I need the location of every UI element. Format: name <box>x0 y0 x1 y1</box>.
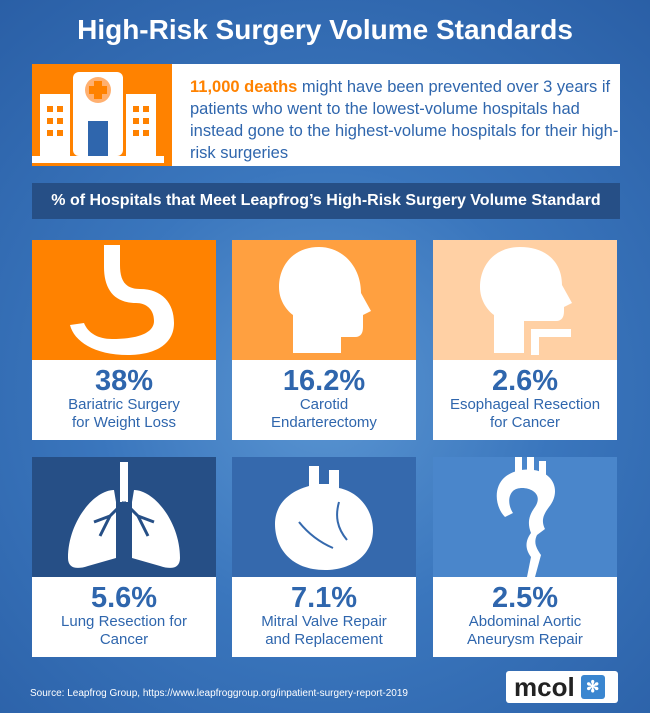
procedure-label-line1: Lung Resection for <box>61 613 187 630</box>
aorta-icon <box>433 457 617 577</box>
percentage: 2.6% <box>491 365 559 397</box>
procedure-label-line2: for Cancer <box>489 414 561 431</box>
procedure-label-line1: Bariatric Surgery <box>68 396 180 413</box>
procedure-card: 2.6% Esophageal Resection for Cancer <box>433 240 617 440</box>
source-text: Source: Leapfrog Group, https://www.leap… <box>30 688 408 699</box>
stomach-icon <box>32 240 216 360</box>
hero-highlight: 11,000 deaths <box>190 78 298 96</box>
procedure-label-line2: Cancer <box>99 631 149 648</box>
head-icon <box>232 240 416 360</box>
logo-text: mcol <box>514 671 575 702</box>
hospital-icon <box>32 64 172 166</box>
procedure-label-line2: Endarterectomy <box>271 414 377 431</box>
procedure-label-line1: Esophageal Resection <box>449 396 601 413</box>
mcol-logo[interactable]: mcol ✻ <box>506 671 618 703</box>
percentage: 38% <box>94 365 154 397</box>
hero-text: 11,000 deaths might have been prevented … <box>172 64 620 166</box>
procedure-label-line2: and Replacement <box>265 631 383 648</box>
procedure-card: 2.5% Abdominal Aortic Aneurysm Repair <box>433 457 617 657</box>
logo-mark-icon: ✻ <box>580 675 605 699</box>
procedure-label-line2: for Weight Loss <box>72 414 176 431</box>
hero-panel: 11,000 deaths might have been prevented … <box>32 64 620 166</box>
procedure-card: 16.2% Carotid Endarterectomy <box>232 240 416 440</box>
procedure-label-line2: Aneurysm Repair <box>467 631 583 648</box>
hero-body: might have been prevented over 3 years i… <box>190 78 619 162</box>
section-banner: % of Hospitals that Meet Leapfrog’s High… <box>32 183 620 219</box>
procedure-card: 5.6% Lung Resection for Cancer <box>32 457 216 657</box>
procedure-label-line1: Mitral Valve Repair <box>261 613 387 630</box>
procedure-card: 7.1% Mitral Valve Repair and Replacement <box>232 457 416 657</box>
heart-icon <box>232 457 416 577</box>
procedure-label-line1: Abdominal Aortic <box>468 613 582 630</box>
percentage: 16.2% <box>282 365 366 397</box>
procedure-card: 38% Bariatric Surgery for Weight Loss <box>32 240 216 440</box>
page-title: High-Risk Surgery Volume Standards <box>77 14 573 45</box>
procedure-label-line1: Carotid <box>299 396 349 413</box>
percentage: 7.1% <box>290 582 358 614</box>
lungs-icon <box>32 457 216 577</box>
percentage: 2.5% <box>491 582 559 614</box>
head-esophagus-icon <box>433 240 617 360</box>
percentage: 5.6% <box>90 582 158 614</box>
